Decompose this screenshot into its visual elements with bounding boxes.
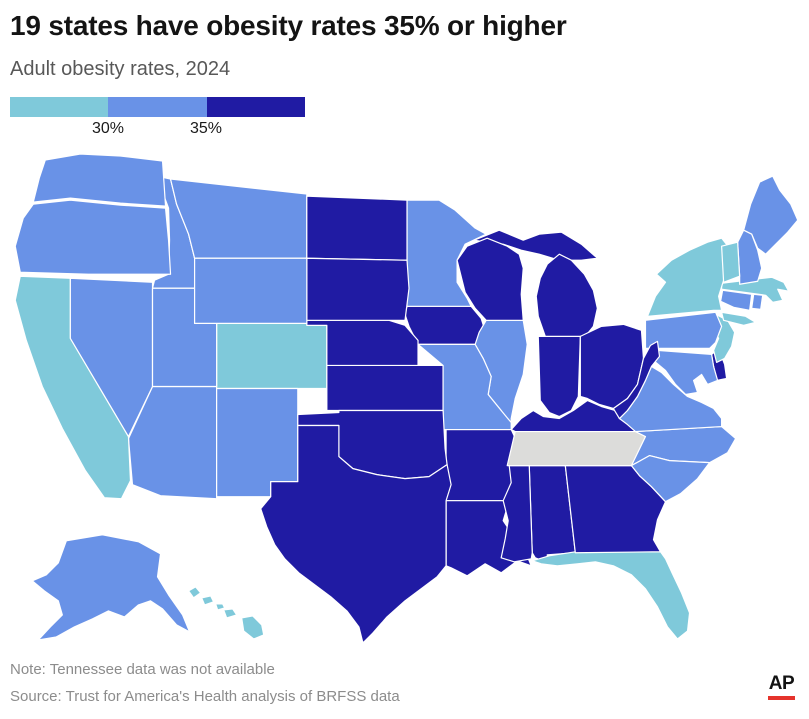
ap-logo-text: AP [768, 673, 795, 694]
state-ne: Nebraska [306, 319, 419, 367]
state-ny: New York [721, 311, 757, 326]
state-nm: New Mexico [216, 387, 299, 498]
state-hi: Hawaii [201, 595, 215, 606]
state-sc: South Carolina [630, 454, 711, 503]
state-ks: Kansas [326, 364, 444, 412]
legend-swatch-under-30 [10, 97, 109, 117]
state-tn: Tennessee [506, 430, 647, 467]
chart-title: 19 states have obesity rates 35% or high… [10, 10, 567, 41]
state-ak: Alaska [31, 534, 191, 641]
state-ms: Mississippi [500, 465, 533, 563]
legend-color-bar [10, 97, 305, 117]
legend-tick-30: 30% [91, 120, 125, 137]
state-wv: West Virginia [612, 340, 661, 420]
state-nh: New Hampshire [737, 229, 763, 285]
note-text: Note: Tennessee data was not available [10, 661, 275, 678]
state-mi: Michigan [535, 253, 598, 337]
us-map-svg: AlaskaAlabamaArkansasArizonaCaliforniaCo… [14, 153, 799, 644]
source-text: Source: Trust for America's Health analy… [10, 688, 400, 705]
state-in: Indiana [537, 335, 581, 418]
legend-swatch-35-plus [206, 97, 305, 117]
state-hi: Hawaii [241, 615, 265, 640]
state-ct: Connecticut [720, 289, 753, 311]
state-md: Maryland [652, 349, 719, 396]
state-wa: Washington [32, 153, 167, 207]
state-fl: Florida [531, 551, 691, 640]
ap-logo-red-bar [768, 696, 795, 700]
us-choropleth-map: AlaskaAlabamaArkansasArizonaCaliforniaCo… [8, 148, 800, 664]
legend: 30% 35% [10, 97, 310, 142]
legend-swatch-30-to-35 [108, 97, 207, 117]
ap-logo: AP [768, 674, 795, 700]
chart-subtitle: Adult obesity rates, 2024 [10, 58, 231, 80]
state-pa: Pennsylvania [644, 311, 723, 349]
state-ma: Massachusetts [721, 276, 790, 303]
state-wy: Wyoming [193, 257, 308, 324]
state-sd: South Dakota [306, 257, 410, 321]
state-tx: Texas [260, 424, 452, 644]
state-mo: Missouri [417, 343, 512, 431]
state-vt: Vermont [721, 241, 741, 283]
state-me: Maine [743, 175, 799, 255]
state-ri: Rhode Island [751, 293, 764, 310]
state-ny: New York [646, 237, 731, 317]
state-or: Oregon [14, 199, 172, 275]
state-hi: Hawaii [223, 608, 238, 619]
legend-tick-35: 35% [189, 120, 223, 137]
state-co: Colorado [216, 322, 328, 390]
state-hi: Hawaii [215, 603, 226, 611]
state-nv: Nevada [69, 277, 154, 438]
state-mn: Minnesota [406, 199, 487, 307]
state-wi: Wisconsin [456, 237, 524, 321]
state-nd: North Dakota [306, 195, 408, 261]
state-hi: Hawaii [187, 586, 202, 599]
legend-ticks: 30% 35% [10, 117, 305, 139]
